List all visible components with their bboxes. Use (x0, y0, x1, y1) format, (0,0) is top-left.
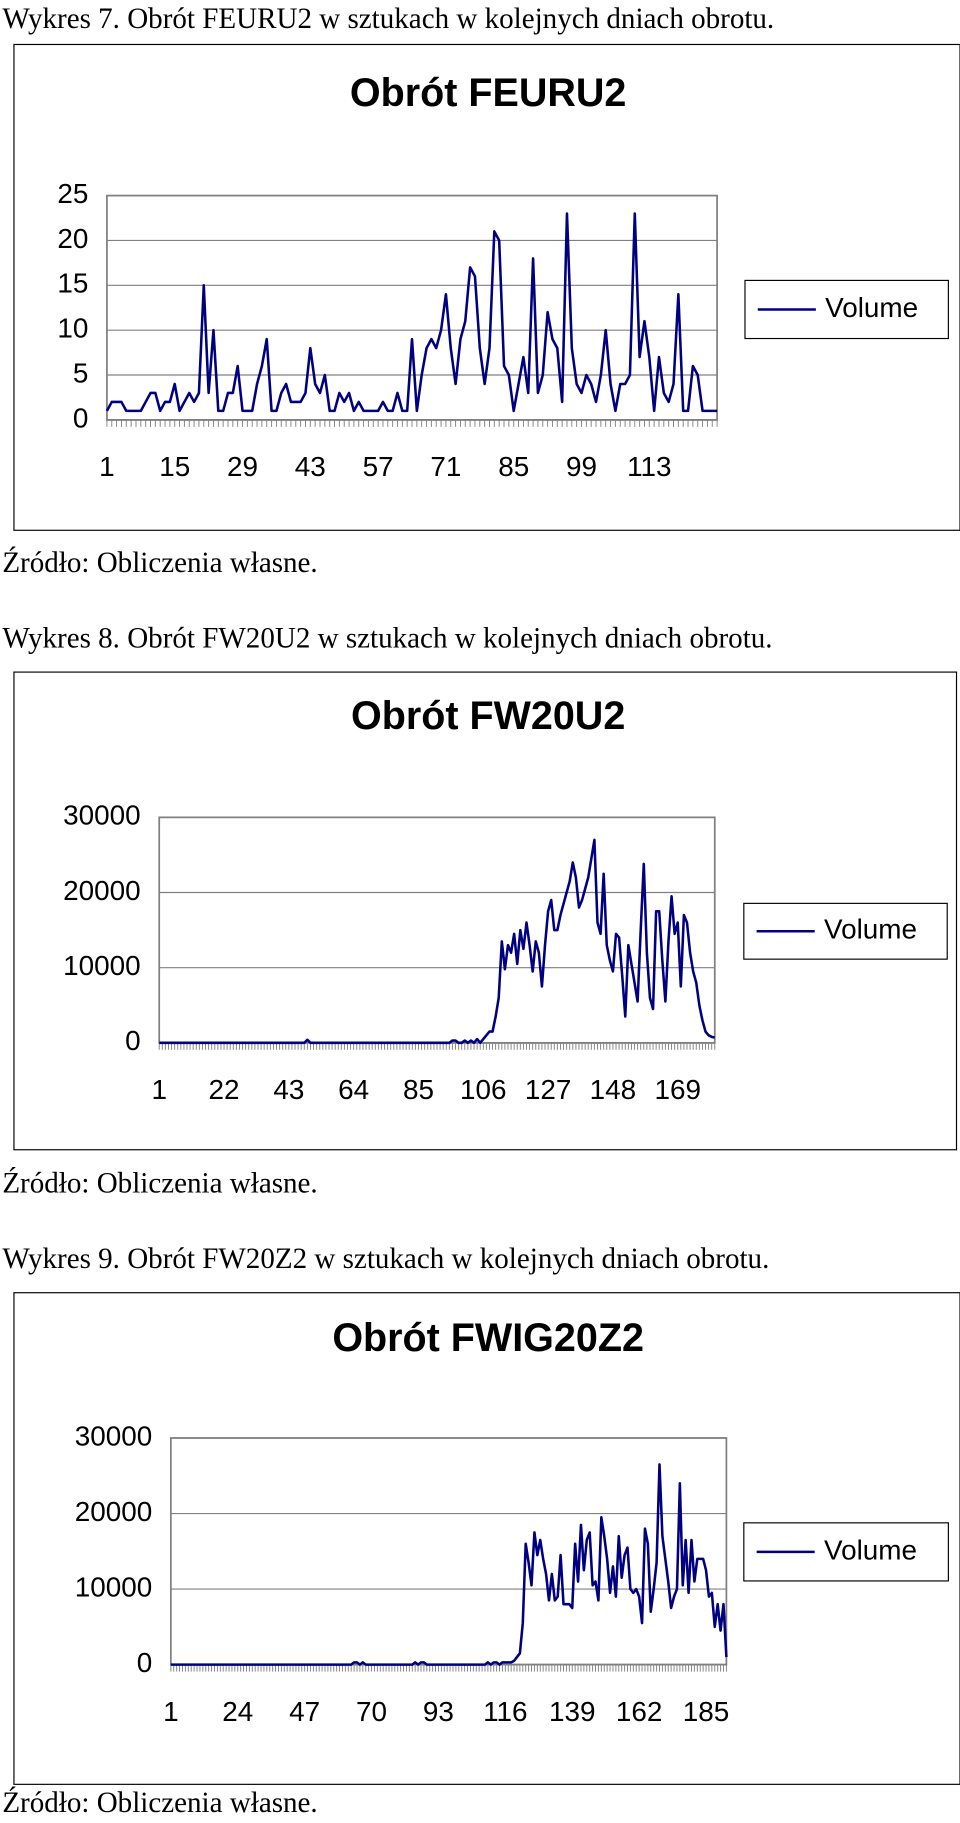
y-tick-label: 15 (57, 268, 88, 299)
x-tick-label: 70 (356, 1696, 387, 1727)
x-tick-label: 106 (460, 1074, 507, 1105)
y-tick-label: 5 (73, 357, 89, 388)
x-tick-label: 93 (423, 1696, 454, 1727)
x-tick-label: 185 (683, 1696, 730, 1727)
x-tick-label: 43 (295, 451, 326, 482)
x-tick-label: 113 (627, 451, 671, 482)
x-tick-label: 116 (483, 1696, 527, 1727)
legend-label: Volume (825, 292, 918, 323)
x-tick-label: 47 (289, 1696, 320, 1727)
plot-area (169, 1437, 728, 1666)
y-tick-label: 10000 (75, 1571, 153, 1602)
x-tick-label: 22 (209, 1074, 240, 1105)
chart-title: Obrót FWIG20Z2 (332, 1316, 644, 1360)
x-tick-label: 139 (549, 1696, 596, 1727)
x-tick-label: 24 (222, 1696, 253, 1727)
legend-label: Volume (824, 914, 917, 945)
x-tick-label: 127 (525, 1074, 572, 1105)
legend-label: Volume (824, 1534, 917, 1565)
x-tick-label: 43 (273, 1074, 304, 1105)
caption: Wykres 9. Obrót FW20Z2 w sztukach w kole… (2, 1243, 769, 1275)
caption: Wykres 7. Obrót FEURU2 w sztukach w kole… (2, 3, 774, 35)
plot-area (158, 816, 716, 1044)
x-tick-label: 148 (590, 1074, 637, 1105)
x-tick-label: 29 (227, 451, 258, 482)
data-line (159, 838, 716, 1045)
caption: Wykres 8. Obrót FW20U2 w sztukach w kole… (2, 622, 772, 654)
data-line (105, 212, 718, 413)
x-tick-label: 71 (430, 451, 461, 482)
y-tick-label: 30000 (75, 1420, 153, 1451)
x-tick-label: 57 (363, 451, 394, 482)
x-tick-label: 85 (498, 451, 529, 482)
x-tick-label: 85 (403, 1074, 434, 1105)
y-tick-label: 20000 (75, 1496, 153, 1527)
chart-title: Obrót FW20U2 (351, 694, 625, 738)
x-tick-label: 1 (151, 1074, 167, 1105)
x-tick-label: 15 (159, 451, 190, 482)
x-tick-label: 1 (99, 451, 115, 482)
y-tick-label: 30000 (63, 800, 141, 831)
x-tick-label: 99 (566, 451, 597, 482)
chart-title: Obrót FEURU2 (350, 71, 627, 115)
data-line (170, 1463, 728, 1666)
y-tick-label: 10 (57, 313, 88, 344)
y-tick-label: 0 (125, 1025, 141, 1056)
y-tick-label: 20000 (63, 875, 141, 906)
y-tick-label: 0 (73, 402, 89, 433)
y-tick-label: 10000 (63, 950, 141, 981)
y-tick-label: 0 (137, 1647, 153, 1678)
y-tick-label: 20 (57, 223, 88, 254)
y-tick-label: 25 (57, 178, 88, 209)
x-tick-label: 162 (616, 1696, 663, 1727)
x-tick-label: 169 (654, 1074, 701, 1105)
source: Źródło: Obliczenia własne. (2, 1786, 317, 1819)
source: Źródło: Obliczenia własne. (2, 1166, 317, 1199)
x-tick-label: 1 (163, 1696, 179, 1727)
x-tick-label: 64 (338, 1074, 369, 1105)
source: Źródło: Obliczenia własne. (2, 546, 317, 579)
